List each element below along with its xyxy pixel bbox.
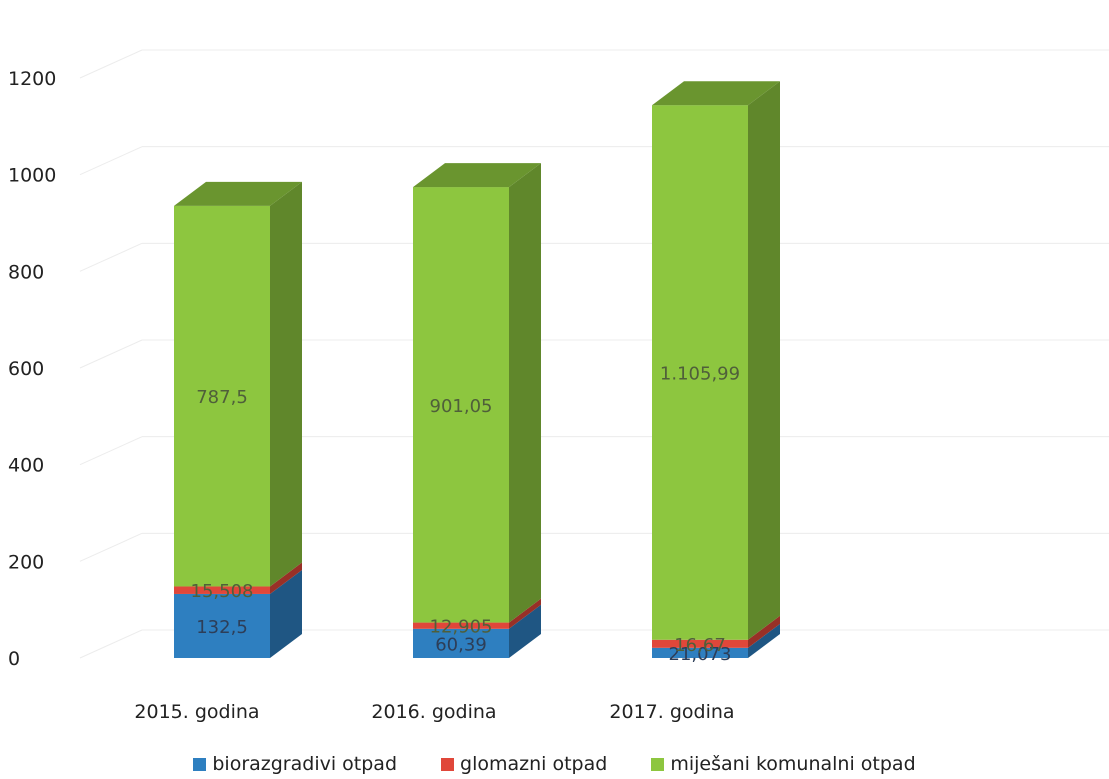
y-tick-label: 1200 (8, 68, 56, 90)
bar-segment-front (174, 593, 270, 658)
legend-item-biorazgradivi: biorazgradivi otpad (193, 753, 397, 775)
bar-segment-front (652, 105, 748, 640)
y-tick-label: 0 (8, 648, 20, 670)
data-label: 21,073 (669, 644, 732, 665)
gridline-slant (79, 339, 143, 369)
y-tick-label: 200 (8, 551, 44, 573)
gridline-slant (79, 436, 143, 466)
data-label: 132,5 (196, 617, 248, 638)
gridline-slant (79, 146, 143, 176)
y-tick-label: 600 (8, 358, 44, 380)
bar-segment-side (509, 604, 541, 658)
legend-label-mijesani: miješani komunalni otpad (670, 753, 916, 775)
bar-segment-side (270, 569, 302, 658)
bar-segment-front (413, 622, 509, 629)
bar-segment-front (413, 187, 509, 623)
bar-segment-front (174, 586, 270, 594)
legend-swatch-glomazni (441, 757, 455, 771)
data-label: 901,05 (430, 396, 493, 417)
bar-segment-side (270, 181, 302, 587)
y-tick-label: 400 (8, 455, 44, 477)
legend-label-biorazgradivi: biorazgradivi otpad (212, 753, 398, 775)
gridline-slant (79, 49, 143, 79)
data-label: 1.105,99 (660, 363, 740, 384)
chart-legend: biorazgradivi otpad glomazni otpad miješ… (0, 753, 1109, 775)
bar-segment-side (270, 562, 302, 594)
category-label: 2015. godina (134, 701, 259, 723)
data-label: 787,5 (196, 387, 248, 408)
legend-label-glomazni: glomazni otpad (460, 753, 608, 775)
bar-segment-side (509, 598, 541, 629)
data-label: 16,67 (674, 635, 726, 656)
bar-segment-front (652, 639, 748, 648)
legend-item-glomazni: glomazni otpad (441, 753, 607, 775)
bar-segment-side (509, 163, 541, 623)
bar-segment-front (413, 628, 509, 658)
bar-segment-front (174, 205, 270, 587)
bar-top-face (174, 181, 302, 206)
bar-segment-side (748, 623, 780, 658)
gridline-slant (79, 629, 143, 659)
data-label: 15,508 (191, 581, 254, 602)
legend-item-mijesani: miješani komunalni otpad (651, 753, 916, 775)
chart-canvas: 0 200 400 600 800 1000 1200 132,5 15,508 787,5 201… (8, 49, 1109, 723)
bar-segment-side (748, 81, 780, 640)
data-label: 60,39 (435, 634, 487, 655)
data-label: 12,905 (430, 617, 493, 638)
legend-swatch-biorazgradivi (193, 757, 207, 771)
bar-segment-side (748, 615, 780, 648)
y-tick-label: 800 (8, 261, 44, 283)
bar-top-face (652, 81, 780, 106)
gridline-slant (79, 242, 143, 272)
bar-top-face (413, 163, 541, 188)
category-label: 2017. godina (609, 701, 734, 723)
category-label: 2016. godina (371, 701, 496, 723)
gridline-slant (79, 532, 143, 562)
bar-segment-front (652, 647, 748, 658)
y-tick-label: 1000 (8, 165, 56, 187)
legend-swatch-mijesani (651, 757, 665, 771)
